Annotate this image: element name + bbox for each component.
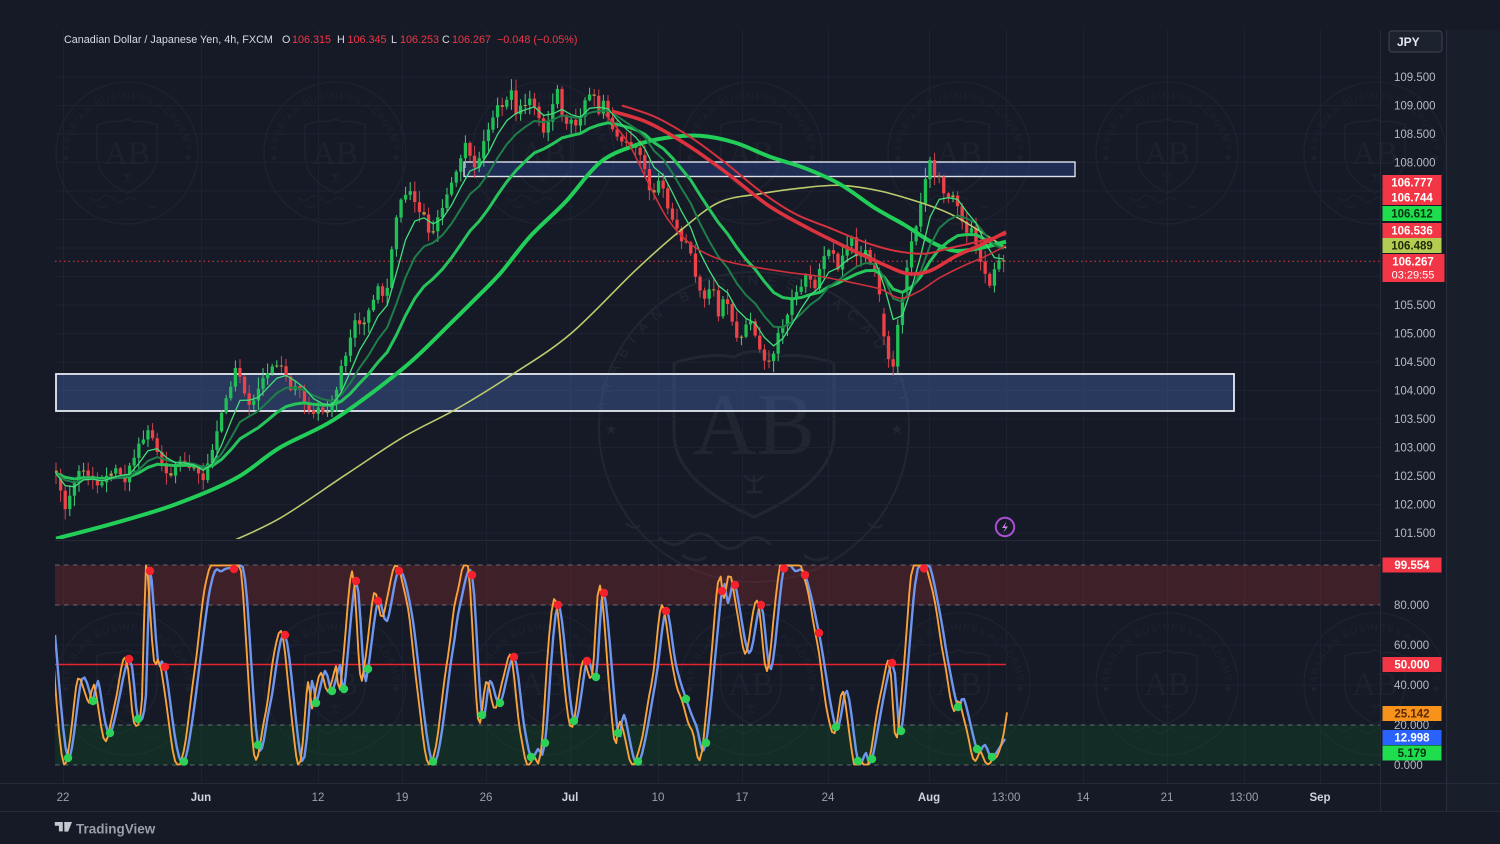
svg-text:JPY: JPY [1397,35,1420,49]
svg-text:106.489: 106.489 [1391,241,1433,253]
svg-text:21: 21 [1161,792,1174,804]
svg-text:5.179: 5.179 [1398,748,1427,760]
svg-text:106.536: 106.536 [1391,226,1433,238]
svg-text:80.000: 80.000 [1394,600,1429,612]
svg-text:0.000: 0.000 [1394,760,1423,772]
svg-text:109.000: 109.000 [1394,101,1436,113]
svg-text:106.612: 106.612 [1391,209,1433,221]
svg-text:12.998: 12.998 [1394,733,1430,745]
svg-text:103.500: 103.500 [1394,414,1436,426]
svg-text:19: 19 [396,792,409,804]
svg-text:108.000: 108.000 [1394,158,1436,170]
svg-text:24: 24 [822,792,835,804]
svg-text:Jun: Jun [191,792,211,804]
svg-text:Sep: Sep [1309,792,1330,804]
svg-text:103.000: 103.000 [1394,443,1436,455]
svg-text:102.000: 102.000 [1394,500,1436,512]
svg-text:Aug: Aug [918,792,940,804]
svg-text:106.267: 106.267 [1392,257,1434,269]
svg-text:26: 26 [480,792,493,804]
svg-text:106.744: 106.744 [1391,193,1433,205]
svg-text:40.000: 40.000 [1394,680,1429,692]
svg-text:Jul: Jul [562,792,579,804]
svg-text:13:00: 13:00 [992,792,1021,804]
svg-text:25.142: 25.142 [1394,709,1429,721]
svg-text:17: 17 [736,792,749,804]
svg-text:14: 14 [1077,792,1090,804]
svg-text:104.000: 104.000 [1394,386,1436,398]
svg-text:109.500: 109.500 [1394,72,1436,84]
svg-text:104.500: 104.500 [1394,357,1436,369]
svg-text:105.000: 105.000 [1394,329,1436,341]
svg-text:10: 10 [652,792,665,804]
svg-text:108.500: 108.500 [1394,129,1436,141]
svg-text:106.777: 106.777 [1391,178,1433,190]
svg-text:60.000: 60.000 [1394,640,1429,652]
svg-text:TradingView: TradingView [76,822,156,837]
svg-text:12: 12 [312,792,325,804]
svg-text:03:29:55: 03:29:55 [1392,270,1435,282]
svg-text:Canadian Dollar / Japanese Yen: Canadian Dollar / Japanese Yen, 4h, FXCM… [64,34,577,46]
svg-text:13:00: 13:00 [1230,792,1259,804]
svg-text:50.000: 50.000 [1394,660,1429,672]
svg-text:20.000: 20.000 [1394,720,1429,732]
svg-text:105.500: 105.500 [1394,300,1436,312]
svg-text:101.500: 101.500 [1394,528,1436,540]
svg-text:99.554: 99.554 [1394,560,1430,572]
svg-text:22: 22 [57,792,70,804]
svg-text:102.500: 102.500 [1394,471,1436,483]
